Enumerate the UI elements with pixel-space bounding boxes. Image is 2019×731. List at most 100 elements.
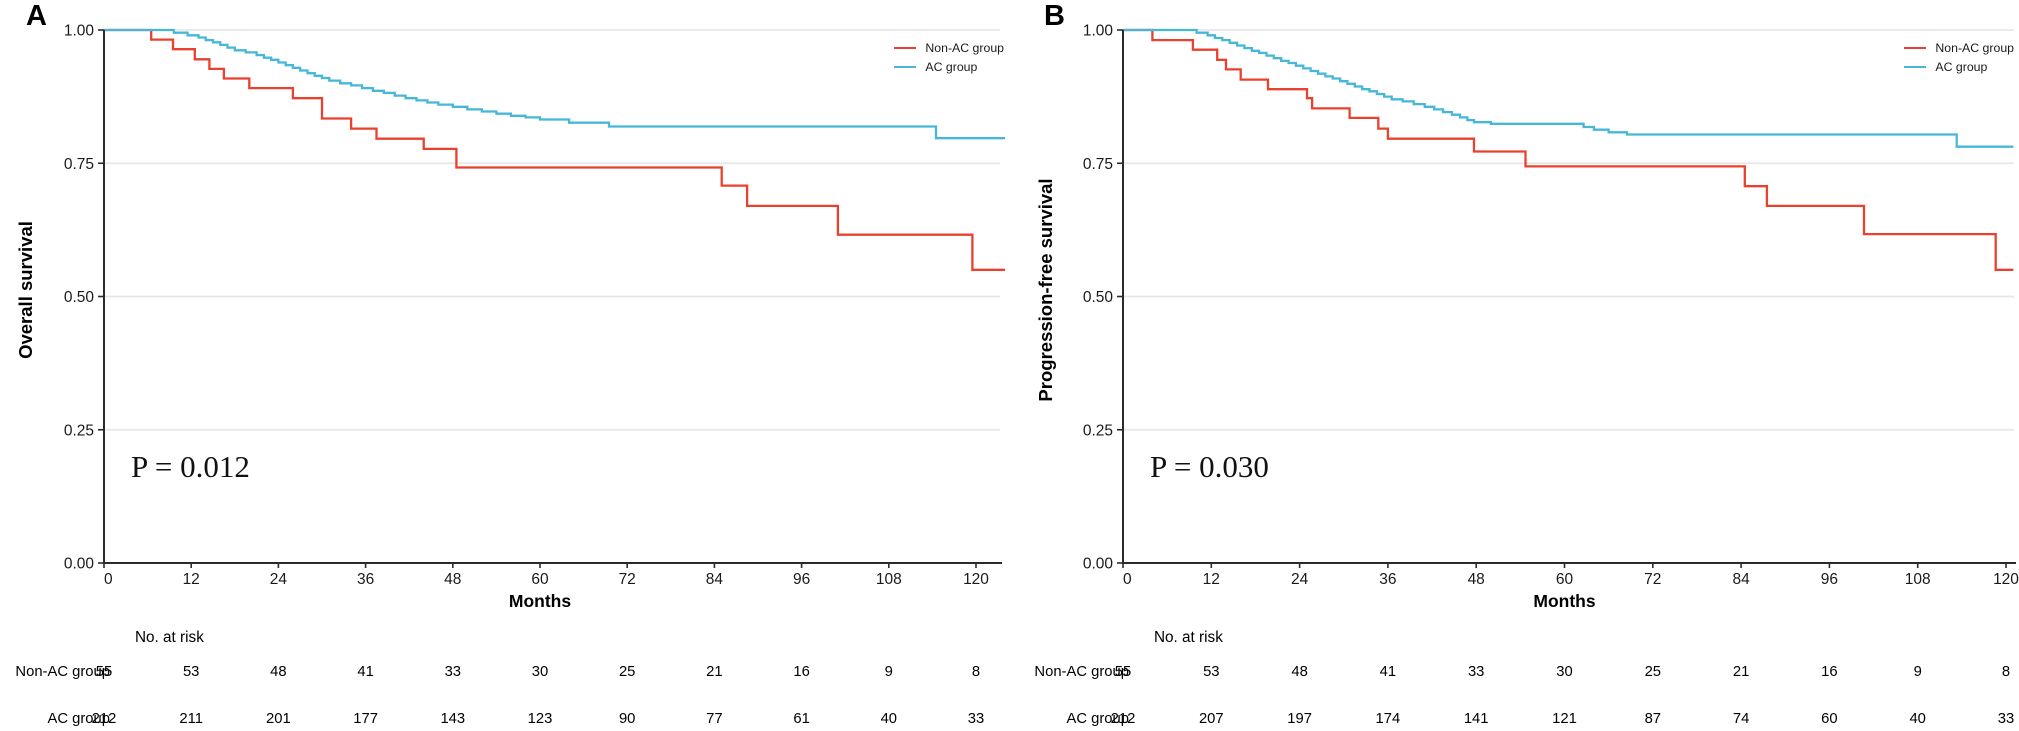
x-tick-label: 48 [1468,571,1485,588]
km-curve-ac [104,28,1006,140]
risk-value: 121 [1552,711,1577,727]
legend-item-non-ac: Non-AC group [894,41,1004,55]
risk-value: 41 [1379,664,1397,680]
risk-value: 212 [1110,711,1136,727]
risk-value: 25 [618,664,636,680]
risk-row-label-ac: AC group [47,711,110,727]
legend-label: AC group [1935,60,1988,74]
x-tick-label: 60 [531,571,549,588]
ac-line-swatch [1904,65,1927,69]
risk-value: 9 [1913,664,1922,680]
risk-value: 9 [884,664,893,680]
risk-table-header: No. at risk [135,629,204,646]
risk-value: 61 [793,711,810,727]
x-tick-label: 96 [1821,571,1838,588]
risk-table-header: No. at risk [1154,629,1223,646]
risk-value: 212 [91,711,117,727]
risk-value: 55 [95,664,113,680]
x-tick-label: 96 [793,571,810,588]
non-ac-line-swatch [894,46,917,50]
legend: Non-AC group AC group [1904,41,2014,79]
panel-progression-free-survival: B Progression-free survival 1.00 0.75 0.50… [1010,0,2019,731]
risk-value: 90 [618,711,636,727]
risk-value: 60 [1821,711,1838,727]
x-tick-label: 24 [270,571,288,588]
x-tick-label: 24 [1291,571,1309,588]
y-tick-label: 1.00 [1083,23,1114,40]
legend-label: AC group [925,60,978,74]
x-tick-label: 36 [357,571,374,588]
legend-item-ac: AC group [1904,60,2014,74]
risk-value: 48 [270,664,287,680]
ac-line-swatch [894,65,917,69]
risk-value: 33 [1467,664,1485,680]
risk-value: 143 [440,711,466,727]
legend-label: Non-AC group [925,41,1004,55]
x-tick-label: 84 [1732,571,1750,588]
y-tick-label: 0.25 [64,422,94,439]
risk-value: 8 [971,664,981,680]
risk-value: 33 [967,711,985,727]
x-tick-label: 108 [1905,571,1931,588]
risk-value: 30 [1556,664,1573,680]
p-value-annotation: P = 0.012 [131,449,250,484]
legend-label: Non-AC group [1935,41,2014,55]
legend: Non-AC group AC group [894,41,1004,79]
risk-value: 48 [1291,664,1308,680]
x-tick-label: 84 [706,571,724,588]
risk-value: 40 [1909,711,1926,727]
risk-value: 207 [1198,711,1224,727]
risk-value: 141 [1463,711,1489,727]
risk-value: 53 [182,664,200,680]
panel-letter: B [1044,0,1065,32]
risk-value: 174 [1375,711,1401,727]
panel-letter: A [26,0,47,32]
risk-value: 177 [353,711,378,727]
risk-value: 201 [266,711,291,727]
panel-overall-survival: A Overall survival 1.00 0.75 0.50 0.25 0.00 0… [0,0,1009,731]
x-tick-label: 108 [876,571,902,588]
risk-value: 16 [1821,664,1838,680]
risk-row-label-non-ac: Non-AC group [1034,664,1129,680]
non-ac-line-swatch [1904,46,1927,50]
x-tick-label: 48 [444,571,461,588]
risk-value: 33 [1997,711,2015,727]
risk-value: 25 [1644,664,1662,680]
risk-value: 87 [1644,711,1662,727]
y-tick-label: 0.50 [64,289,95,306]
x-axis-title: Months [1533,591,1595,611]
risk-value: 55 [1114,664,1132,680]
km-curve-non_ac [1123,28,2014,271]
km-plot: 1.00 0.75 0.50 0.25 0.00 0 12 24 36 48 60 72 84 96 108… [1083,23,2019,612]
risk-row-label-ac: AC group [1066,711,1129,727]
legend-item-non-ac: Non-AC group [1904,41,2014,55]
risk-value: 21 [706,664,723,680]
x-tick-label: 120 [1993,571,2019,588]
legend-item-ac: AC group [894,60,1004,74]
km-curve-ac [1123,28,2014,148]
risk-value: 33 [444,664,462,680]
x-axis-title: Months [509,591,571,611]
y-tick-label: 0.00 [1083,556,1114,573]
y-tick-label: 0.00 [64,556,95,573]
risk-value: 197 [1287,711,1312,727]
x-tick-label: 0 [1123,571,1132,588]
risk-value: 21 [1732,664,1750,680]
km-curve-non_ac [104,28,1006,271]
risk-value: 41 [357,664,374,680]
risk-value: 77 [706,711,723,727]
x-tick-label: 0 [104,571,113,588]
risk-value: 8 [2001,664,2011,680]
x-tick-label: 36 [1379,571,1396,588]
risk-value: 16 [793,664,810,680]
risk-value: 30 [531,664,549,680]
risk-value: 74 [1732,711,1750,727]
risk-value: 211 [179,711,203,727]
risk-value: 123 [527,711,553,727]
risk-row-label-non-ac: Non-AC group [15,664,110,680]
y-tick-label: 0.25 [1083,422,1113,439]
risk-value: 53 [1203,664,1220,680]
x-tick-label: 72 [619,571,636,588]
y-tick-label: 1.00 [64,23,95,40]
